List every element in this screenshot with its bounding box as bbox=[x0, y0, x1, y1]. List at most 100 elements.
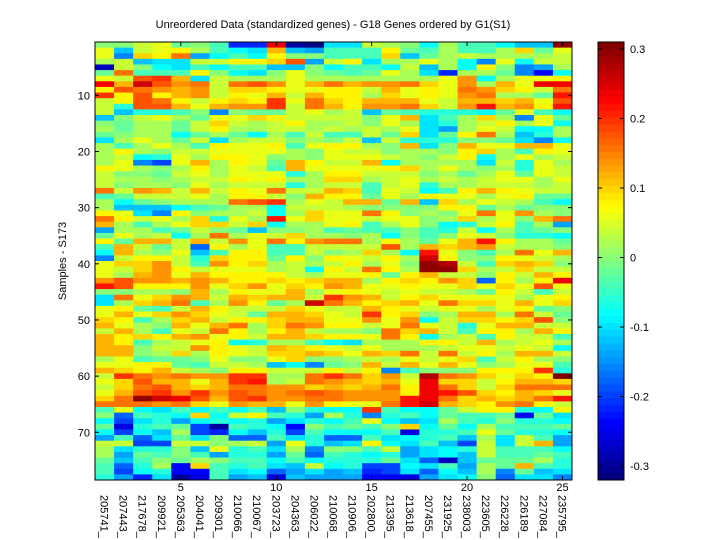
heatmap-cell bbox=[362, 468, 382, 475]
heatmap-cell bbox=[266, 272, 287, 279]
heatmap-cell bbox=[190, 159, 210, 166]
heatmap-cell bbox=[476, 261, 497, 268]
heatmap-cell bbox=[495, 159, 516, 166]
heatmap-cell bbox=[381, 261, 401, 268]
heatmap-cell bbox=[304, 429, 325, 436]
heatmap-cell bbox=[438, 81, 458, 88]
heatmap-cell bbox=[343, 159, 363, 166]
heatmap-cell bbox=[457, 120, 477, 127]
heatmap-cell bbox=[419, 350, 439, 357]
heatmap-cell bbox=[495, 407, 516, 414]
heatmap-cell bbox=[457, 435, 477, 442]
heatmap-cell bbox=[419, 64, 439, 71]
heatmap-cell bbox=[457, 244, 477, 251]
heatmap-cell bbox=[400, 463, 420, 470]
heatmap-cell bbox=[514, 435, 535, 442]
heatmap-cell bbox=[114, 362, 134, 369]
heatmap-cell bbox=[400, 362, 420, 369]
heatmap-cell bbox=[438, 165, 458, 172]
heatmap-cell bbox=[152, 266, 172, 273]
heatmap-cell bbox=[190, 171, 210, 178]
heatmap-cell bbox=[152, 350, 172, 357]
heatmap-cell bbox=[304, 294, 325, 301]
heatmap-cell bbox=[400, 92, 420, 99]
heatmap-cell bbox=[438, 182, 458, 189]
heatmap-cell bbox=[457, 272, 477, 279]
heatmap-cell bbox=[419, 120, 439, 127]
heatmap-cell bbox=[266, 154, 287, 161]
heatmap-cell bbox=[247, 103, 268, 110]
heatmap-cell bbox=[457, 322, 477, 329]
heatmap-cell bbox=[190, 221, 210, 228]
heatmap-cell bbox=[285, 53, 306, 60]
heatmap-cell bbox=[95, 131, 115, 138]
heatmap-cell bbox=[533, 143, 554, 150]
heatmap-cell bbox=[343, 418, 363, 425]
heatmap-cell bbox=[400, 440, 420, 447]
heatmap-cell bbox=[343, 457, 363, 464]
heatmap-cell bbox=[152, 435, 172, 442]
heatmap-cell bbox=[190, 232, 210, 239]
colorbar-swatch bbox=[598, 62, 624, 70]
heatmap-cell bbox=[400, 249, 420, 256]
heatmap-cell bbox=[304, 261, 325, 268]
heatmap-cell bbox=[362, 216, 382, 223]
heatmap-cell bbox=[343, 266, 363, 273]
heatmap-cell bbox=[343, 126, 363, 133]
heatmap-cell bbox=[114, 176, 134, 183]
heatmap-cell bbox=[419, 328, 439, 335]
heatmap-cell bbox=[171, 53, 191, 60]
heatmap-cell bbox=[438, 92, 458, 99]
heatmap-cell bbox=[95, 277, 115, 284]
heatmap-cell bbox=[514, 277, 535, 284]
heatmap-cell bbox=[190, 216, 210, 223]
heatmap-cell bbox=[400, 317, 420, 324]
heatmap-cell bbox=[457, 126, 477, 133]
heatmap-cell bbox=[438, 109, 458, 116]
heatmap-cell bbox=[266, 446, 287, 453]
heatmap-cell bbox=[209, 109, 229, 116]
colorbar bbox=[598, 42, 624, 481]
heatmap-cell bbox=[95, 120, 115, 127]
heatmap-cell bbox=[514, 272, 535, 279]
heatmap-cell bbox=[400, 232, 420, 239]
heatmap-cell bbox=[362, 109, 382, 116]
heatmap-cell bbox=[209, 322, 229, 329]
heatmap-cell bbox=[171, 395, 191, 402]
heatmap-cell bbox=[247, 53, 268, 60]
heatmap-cell bbox=[552, 137, 573, 144]
heatmap-cell bbox=[400, 334, 420, 341]
heatmap-cell bbox=[400, 367, 420, 374]
colorbar-swatch bbox=[598, 213, 624, 221]
heatmap-cell bbox=[209, 171, 229, 178]
heatmap-cell bbox=[133, 300, 153, 307]
heatmap-cell bbox=[209, 98, 229, 105]
heatmap-cell bbox=[95, 154, 115, 161]
heatmap-cell bbox=[514, 362, 535, 369]
heatmap-cell bbox=[533, 300, 554, 307]
heatmap-cell bbox=[171, 294, 191, 301]
heatmap-cell bbox=[209, 395, 229, 402]
heatmap-cell bbox=[266, 350, 287, 357]
heatmap-cell bbox=[209, 463, 229, 470]
heatmap-cell bbox=[419, 300, 439, 307]
heatmap-cell bbox=[400, 418, 420, 425]
colorbar-swatch bbox=[598, 247, 624, 255]
heatmap-cell bbox=[552, 407, 573, 414]
heatmap-cell bbox=[438, 188, 458, 195]
heatmap-cell bbox=[171, 182, 191, 189]
heatmap-cell bbox=[228, 451, 249, 458]
heatmap-cell bbox=[362, 289, 382, 296]
heatmap-cell bbox=[171, 356, 191, 363]
heatmap-cell bbox=[114, 305, 134, 312]
heatmap-cell bbox=[133, 199, 153, 206]
heatmap-cell bbox=[552, 334, 573, 341]
heatmap-cell bbox=[133, 109, 153, 116]
heatmap-cell bbox=[209, 131, 229, 138]
heatmap-cell bbox=[133, 390, 153, 397]
heatmap-cell bbox=[457, 407, 477, 414]
heatmap-cell bbox=[514, 367, 535, 374]
heatmap-cell bbox=[438, 266, 458, 273]
heatmap-cell bbox=[495, 362, 516, 369]
heatmap-cell bbox=[457, 300, 477, 307]
